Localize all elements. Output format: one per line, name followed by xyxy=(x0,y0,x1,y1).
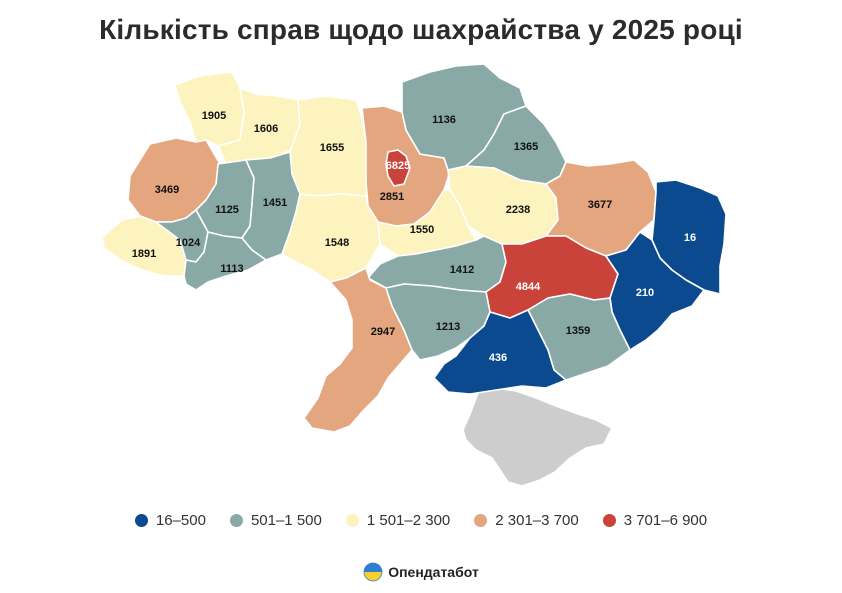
region-kharkiv xyxy=(545,159,657,257)
value-kharkiv: 3677 xyxy=(588,199,612,211)
value-zakarpattia: 1891 xyxy=(132,248,156,260)
value-chernihiv: 1136 xyxy=(432,114,456,126)
legend-item: 3 701–6 900 xyxy=(602,512,708,529)
value-sumy: 1365 xyxy=(514,141,538,153)
value-rivne: 1606 xyxy=(254,123,278,135)
value-chernivtsi: 1113 xyxy=(220,263,243,275)
value-mykolaiv: 1213 xyxy=(436,321,460,333)
legend-label: 501–1 500 xyxy=(250,512,322,529)
value-odesa: 2947 xyxy=(371,326,395,338)
region-kherson xyxy=(433,309,567,395)
region-luhansk xyxy=(651,179,727,295)
legend-label: 16–500 xyxy=(155,512,206,529)
value-donetsk: 210 xyxy=(636,287,654,299)
brand-name: Опендатабот xyxy=(388,564,479,580)
value-volyn: 1905 xyxy=(202,110,226,122)
opendatabot-logo-icon xyxy=(363,562,383,582)
value-khmelnytskyi: 1451 xyxy=(263,197,287,209)
legend-label: 2 301–3 700 xyxy=(495,512,579,529)
region-kyiv-city xyxy=(385,149,411,187)
value-zaporizhzhia: 1359 xyxy=(566,325,590,337)
value-poltava: 2238 xyxy=(506,204,530,216)
legend-item: 2 301–3 700 xyxy=(474,512,579,529)
legend-swatch xyxy=(345,514,359,527)
value-luhansk: 16 xyxy=(684,232,696,244)
value-lviv: 3469 xyxy=(155,184,179,196)
value-ivano-frankivsk: 1024 xyxy=(176,237,201,249)
legend-item: 1 501–2 300 xyxy=(345,512,451,529)
legend-swatch xyxy=(134,514,148,527)
region-crimea xyxy=(462,387,613,487)
legend-swatch xyxy=(474,514,488,527)
region-values: 1905 1606 1655 2851 6825 1136 1365 2238 … xyxy=(132,110,696,364)
legend-item: 501–1 500 xyxy=(229,512,322,529)
legend-swatch xyxy=(229,514,243,527)
value-dnipropetrovsk: 4844 xyxy=(516,281,541,293)
value-kirovohrad: 1412 xyxy=(450,264,474,276)
value-cherkasy: 1550 xyxy=(410,224,434,236)
brand: Опендатабот xyxy=(0,562,842,582)
region-odesa xyxy=(303,267,413,433)
legend-item: 16–500 xyxy=(134,512,206,529)
legend-label: 1 501–2 300 xyxy=(366,512,451,529)
page-title: Кількість справ щодо шахрайства у 2025 р… xyxy=(99,14,743,45)
value-kherson: 436 xyxy=(489,352,507,364)
value-kyiv-city: 6825 xyxy=(386,160,410,172)
legend-swatch xyxy=(602,514,616,527)
value-ternopil: 1125 xyxy=(215,204,239,216)
value-vinnytsia: 1548 xyxy=(325,237,349,249)
legend-label: 3 701–6 900 xyxy=(623,512,708,529)
region-chernivtsi xyxy=(183,231,267,291)
value-zhytomyr: 1655 xyxy=(320,142,344,154)
ukraine-map: 1905 1606 1655 2851 6825 1136 1365 2238 … xyxy=(101,63,727,487)
value-kyiv-oblast: 2851 xyxy=(380,191,404,203)
legend: 16–500 501–1 500 1 501–2 300 2 301–3 700… xyxy=(0,512,842,529)
